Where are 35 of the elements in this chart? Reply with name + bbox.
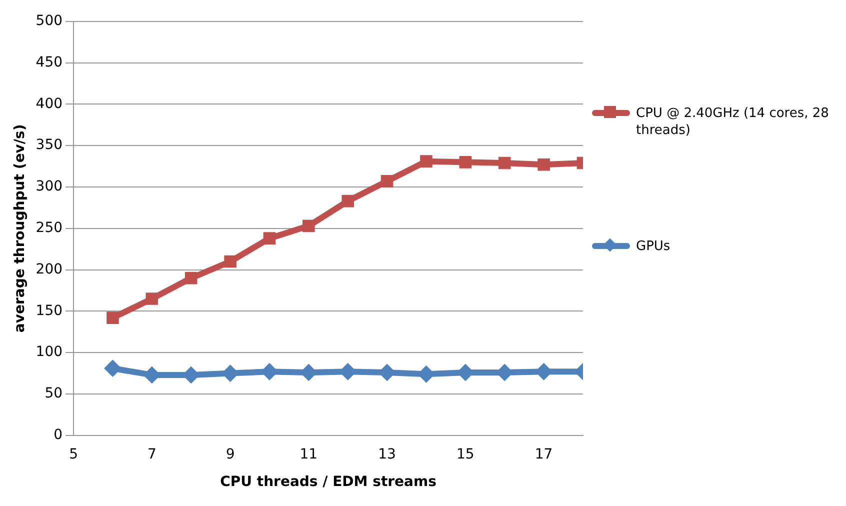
y-tick-label: 100 <box>36 344 63 360</box>
y-tick-label: 350 <box>36 137 63 154</box>
point <box>420 155 432 168</box>
y-tick-label: 450 <box>36 54 63 70</box>
x-tick-label: 17 <box>534 446 553 462</box>
x-tick-label: 11 <box>300 446 318 462</box>
y-tick-label: 300 <box>36 178 63 195</box>
y-tick-label: 250 <box>36 220 63 236</box>
y-tick-label: 0 <box>54 427 63 444</box>
point <box>342 194 354 208</box>
point <box>224 255 236 268</box>
point <box>302 220 315 232</box>
y-tick-label: 500 <box>36 13 63 30</box>
point <box>498 156 511 170</box>
x-tick-label: 9 <box>226 446 235 462</box>
point <box>263 232 276 244</box>
x-tick-label: 5 <box>69 446 78 462</box>
x-axis-title: CPU threads / EDM streams <box>220 474 436 490</box>
point <box>459 156 472 168</box>
x-tick-label: 7 <box>147 446 156 462</box>
y-tick-label: 200 <box>36 261 63 278</box>
point <box>184 272 198 284</box>
point <box>104 360 122 377</box>
x-tick-label: 15 <box>456 446 474 462</box>
y-tick-label: 400 <box>36 96 63 112</box>
legend-label: CPU @ 2.40GHz (14 cores, 28 threads) <box>636 105 830 139</box>
point <box>146 292 158 305</box>
y-axis-title: average throughput (ev/s) <box>12 124 28 333</box>
point <box>106 312 119 324</box>
point <box>538 158 550 171</box>
y-tick-label: 50 <box>44 386 63 402</box>
legend-label: GPUs <box>636 238 670 255</box>
y-tick-label: 150 <box>36 302 63 319</box>
x-tick-label: 13 <box>378 446 396 462</box>
point <box>380 175 394 188</box>
